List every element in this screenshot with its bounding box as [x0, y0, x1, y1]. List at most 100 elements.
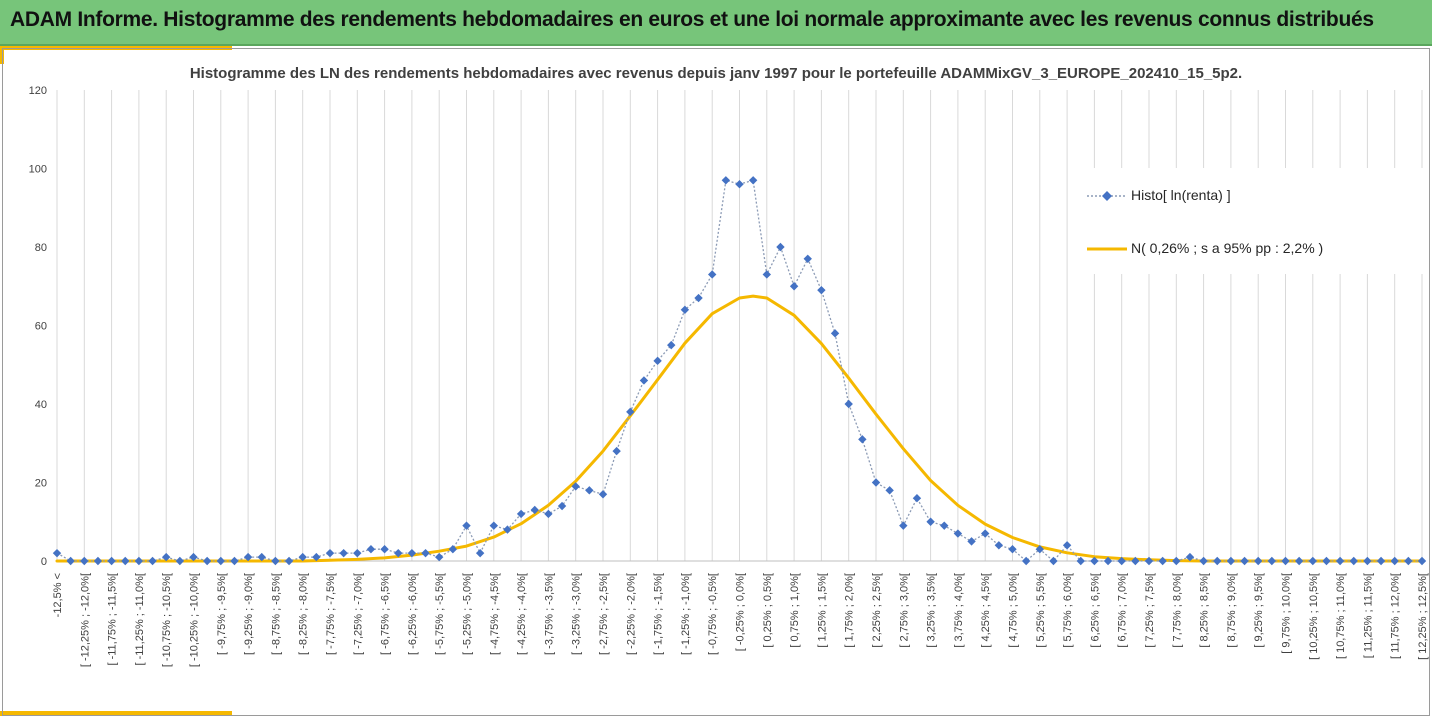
- x-tick-label: [ -5,75% ; -5,5%[: [434, 573, 446, 655]
- histo-point: [1281, 556, 1290, 566]
- x-tick-label: [ 3,75% ; 4,0%[: [953, 573, 965, 648]
- x-tick-label: [ -1,25% ; -1,0%[: [680, 573, 692, 655]
- x-tick-label: [ -3,25% ; -3,0%[: [571, 573, 583, 655]
- histo-point: [1254, 556, 1263, 566]
- histo-point: [981, 529, 990, 538]
- histo-point: [80, 556, 89, 566]
- histo-point: [1062, 541, 1072, 550]
- x-tick-label: [ -9,75% ; -9,5%[: [216, 573, 228, 655]
- x-tick-label: [ -8,75% ; -8,5%[: [270, 573, 282, 655]
- histo-point: [312, 552, 321, 562]
- histo-point: [885, 486, 894, 495]
- histo-point: [243, 552, 253, 562]
- histo-point: [694, 293, 703, 303]
- histo-point: [489, 521, 498, 530]
- x-tick-label: [ -0,75% ; -0,5%[: [707, 573, 719, 655]
- x-tick-label: [ -7,75% ; -7,5%[: [325, 573, 337, 655]
- x-tick-label: [ 1,75% ; 2,0%[: [844, 573, 856, 648]
- legend-histo-marker: [1102, 191, 1112, 201]
- histo-point: [421, 548, 430, 558]
- histo-point: [1240, 556, 1249, 566]
- histo-point: [475, 548, 485, 558]
- x-tick-label: [ 11,25% ; 11,5%[: [1362, 573, 1374, 658]
- legend-markers: [1087, 191, 1127, 251]
- x-tick-label: [ 2,75% ; 3,0%[: [898, 573, 910, 648]
- histo-point: [762, 270, 771, 279]
- histo-point: [216, 556, 225, 566]
- histo-point: [585, 486, 594, 495]
- histo-point: [1267, 556, 1277, 566]
- report-banner: ADAM Informe. Histogramme des rendements…: [0, 0, 1432, 46]
- x-tick-label: [ 5,25% ; 5,5%[: [1035, 573, 1047, 648]
- x-tick-label: [ -2,75% ; -2,5%[: [598, 573, 610, 655]
- histo-point: [148, 556, 157, 566]
- histo-point: [994, 541, 1004, 550]
- x-tick-label: [ 3,25% ; 3,5%[: [926, 573, 938, 648]
- x-tick-label: [ 7,75% ; 8,0%[: [1171, 573, 1183, 648]
- report-title: ADAM Informe. Histogramme des rendements…: [10, 8, 1374, 31]
- y-tick-label: 80: [35, 242, 47, 254]
- x-tick-label: [ -7,25% ; -7,0%[: [352, 573, 364, 655]
- histo-point: [93, 556, 103, 566]
- histo-point: [284, 556, 294, 566]
- histo-point: [503, 525, 512, 534]
- legend-normal-label: N( 0,26% ; s a 95% pp : 2,2% ): [1131, 240, 1324, 256]
- x-tick-label: [ -6,25% ; -6,0%[: [407, 573, 419, 655]
- histo-point: [121, 556, 130, 566]
- histo-point: [1008, 545, 1017, 554]
- histo-point: [1390, 556, 1399, 566]
- x-tick-label: [ 12,25% ; 12,5%[: [1417, 573, 1429, 660]
- x-tick-label: [ 0,75% ; 1,0%[: [789, 573, 801, 648]
- histo-point: [708, 270, 717, 279]
- histo-point: [1199, 556, 1208, 566]
- chart-frame: [2, 48, 1430, 716]
- histo-point: [1076, 556, 1085, 566]
- x-tick-label: [ -6,75% ; -6,5%[: [380, 573, 392, 655]
- histo-point: [107, 556, 116, 566]
- histo-point: [162, 552, 171, 562]
- histo-point: [557, 501, 567, 511]
- histo-point: [571, 482, 580, 491]
- x-tick-label: [ 11,75% ; 12,0%[: [1390, 573, 1402, 659]
- histo-point: [257, 552, 266, 562]
- histo-point: [735, 180, 744, 189]
- histo-point: [612, 446, 621, 456]
- x-tick-label: [ 2,25% ; 2,5%[: [871, 573, 883, 648]
- histo-point: [1103, 556, 1113, 566]
- x-tick-label: [ -9,25% ; -9,0%[: [243, 573, 255, 655]
- y-tick-label: 40: [35, 399, 47, 411]
- x-tick-label: [ 10,75% ; 11,0%[: [1335, 573, 1347, 659]
- histo-point: [953, 529, 963, 538]
- histo-point: [680, 305, 690, 314]
- x-tick-label: -12,5% <: [52, 573, 64, 617]
- histo-point: [776, 242, 785, 252]
- histo-point: [1035, 545, 1044, 554]
- histo-point: [366, 545, 376, 554]
- histo-point: [52, 548, 62, 558]
- histo-point: [1404, 556, 1413, 566]
- x-tick-label: [ -12,25% ; -12,0%[: [79, 573, 91, 667]
- x-tick-label: [ -4,25% ; -4,0%[: [516, 573, 528, 655]
- histo-point: [830, 329, 840, 338]
- histo-point: [544, 509, 553, 519]
- x-tick-label: [ -10,75% ; -10,5%[: [161, 573, 173, 667]
- histo-point: [189, 552, 198, 562]
- histo-point: [817, 285, 826, 295]
- histo-point: [134, 556, 144, 566]
- histo-point: [271, 556, 280, 566]
- y-tick-label: 120: [29, 85, 47, 97]
- histo-point: [653, 356, 662, 366]
- x-tick-label: [ 5,75% ; 6,0%[: [1062, 573, 1074, 648]
- y-tick-label: 20: [35, 478, 47, 490]
- chart-title: Histogramme des LN des rendements hebdom…: [189, 65, 1243, 82]
- histo-point: [1363, 556, 1372, 566]
- y-tick-label: 0: [41, 556, 47, 568]
- histo-point: [1021, 556, 1031, 566]
- histo-point: [530, 505, 539, 515]
- x-tick-label: [ 6,75% ; 7,0%[: [1117, 573, 1129, 648]
- x-tick-label: [ 0,25% ; 0,5%[: [762, 573, 774, 648]
- histo-point: [598, 490, 608, 499]
- histo-point: [626, 407, 635, 417]
- histo-point: [353, 548, 362, 558]
